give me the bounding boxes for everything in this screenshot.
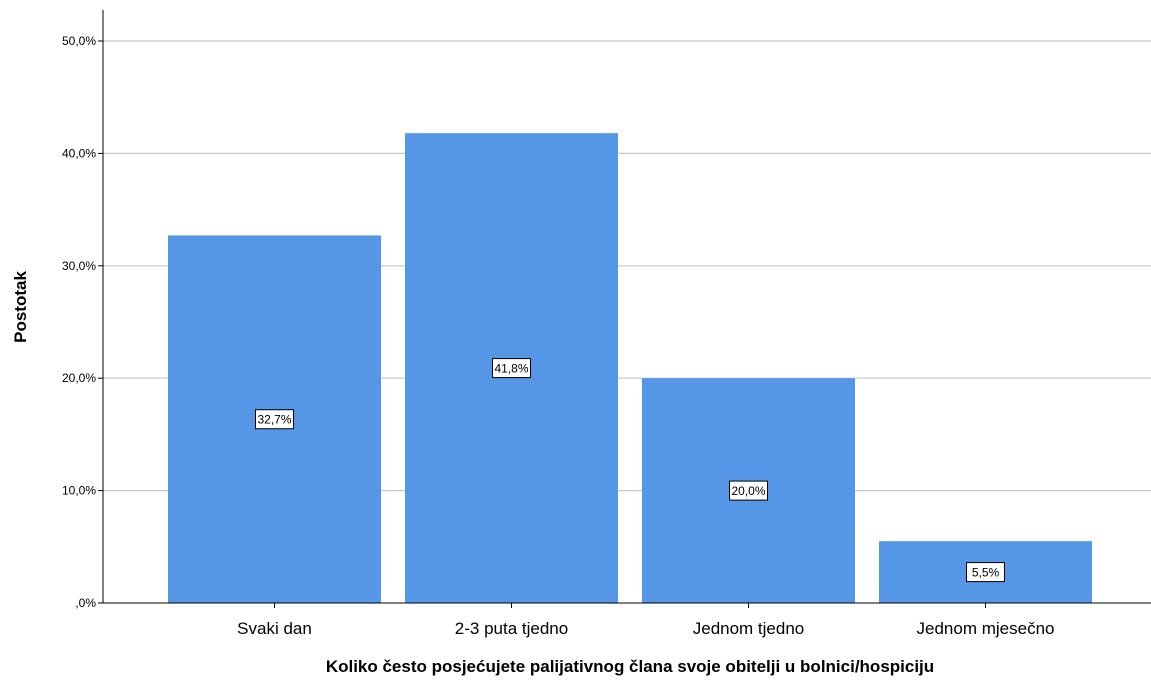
- data-label: 20,0%: [731, 484, 765, 498]
- x-axis-ticks: Svaki dan 2-3 puta tjedno Jednom tjedno Jed…: [237, 603, 1054, 638]
- data-label-box: [255, 409, 294, 430]
- y-axis-title: Postotak: [11, 271, 30, 343]
- data-labels: 32,7% 41,8% 20,0% 5,5%: [255, 358, 1005, 583]
- y-tick-label: 50,0%: [62, 34, 96, 48]
- y-tick-label: 30,0%: [62, 259, 96, 273]
- data-label-box: [729, 480, 768, 501]
- y-tick-label: 10,0%: [62, 484, 96, 498]
- x-tick-label: 2-3 puta tjedno: [455, 619, 568, 638]
- x-tick-label: Jednom tjedno: [693, 619, 805, 638]
- x-axis-title: Koliko često posjećujete palijativnog čl…: [326, 657, 934, 676]
- data-label-box: [492, 358, 531, 379]
- y-tick-label: 20,0%: [62, 371, 96, 385]
- y-tick-label: ,0%: [75, 596, 96, 610]
- data-label: 41,8%: [494, 362, 528, 376]
- bars: [168, 133, 1092, 603]
- data-label: 5,5%: [972, 566, 1000, 580]
- x-tick-label: Svaki dan: [237, 619, 312, 638]
- y-axis-ticks: ,0% 10,0% 20,0% 30,0% 40,0% 50,0%: [62, 34, 103, 610]
- x-tick-label: Jednom mjesečno: [917, 619, 1055, 638]
- data-label-box: [966, 562, 1005, 583]
- data-label: 32,7%: [257, 413, 291, 427]
- y-tick-label: 40,0%: [62, 146, 96, 160]
